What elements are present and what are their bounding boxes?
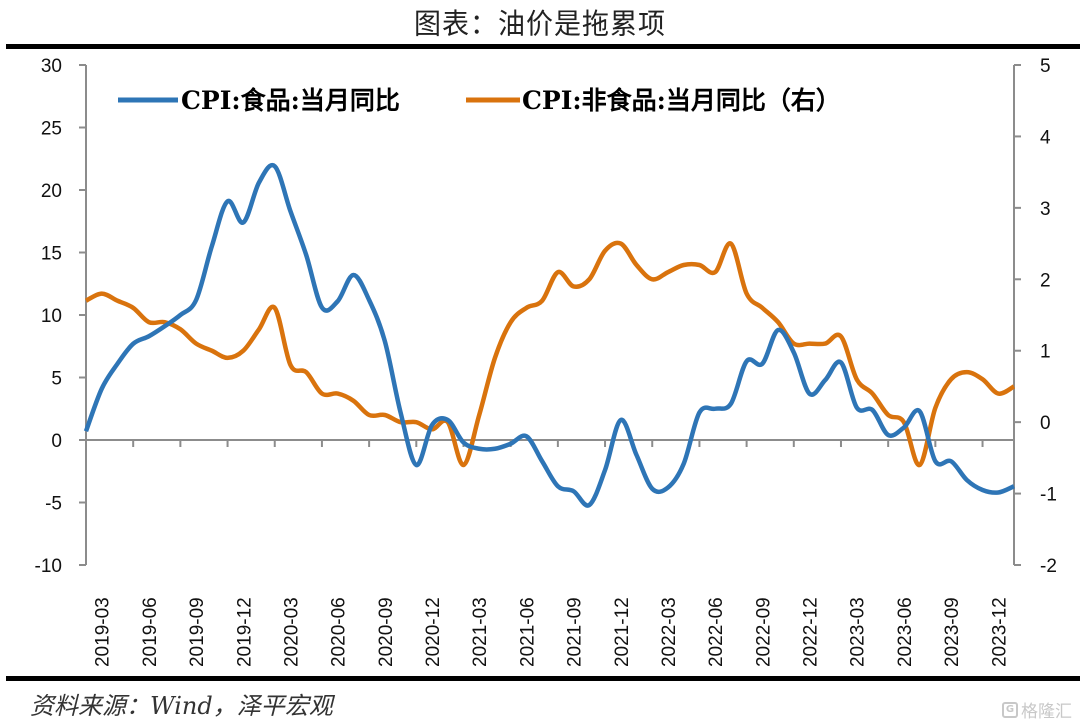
x-tick-label: 2020-06 (329, 597, 350, 667)
right-y-tick-label: -1 (1040, 485, 1057, 506)
x-tick-label: 2019-09 (187, 597, 208, 667)
left-y-tick-label: 20 (41, 181, 62, 202)
left-y-tick-label: 5 (51, 369, 62, 390)
x-tick-label: 2021-09 (565, 597, 586, 667)
x-tick-label: 2022-12 (801, 597, 822, 667)
x-tick-label: 2020-12 (423, 597, 444, 667)
series-lines (83, 162, 1016, 508)
chart-title: 图表：油价是拖累项 (414, 8, 666, 41)
x-tick-label: 2021-03 (470, 597, 491, 667)
x-tick-label: 2022-03 (659, 597, 680, 667)
right-y-tick-label: -2 (1040, 556, 1057, 577)
x-tick-label: 2023-09 (942, 597, 963, 667)
x-tick-label: 2020-09 (376, 597, 397, 667)
left-y-tick-label: 15 (41, 244, 62, 265)
x-tick-label: 2023-12 (989, 597, 1010, 667)
legend-label-food: CPI:食品:当月同比 (181, 86, 400, 115)
right-y-tick-label: 5 (1040, 56, 1051, 77)
source-note: 资料来源：Wind，泽平宏观 (30, 692, 333, 720)
left-y-tick-label: 0 (51, 431, 62, 452)
right-y-tick-label: 1 (1040, 342, 1051, 363)
left-y-tick-label: -5 (45, 494, 62, 515)
x-tick-label: 2019-12 (234, 597, 255, 667)
left-y-tick-label: 30 (41, 56, 62, 77)
x-tick-label: 2020-03 (281, 597, 302, 667)
right-y-tick-label: 4 (1040, 127, 1051, 148)
x-tick-label: 2022-09 (753, 597, 774, 667)
watermark: G 格隆汇 (1002, 697, 1072, 722)
x-tick-label: 2021-12 (612, 597, 633, 667)
x-tick-label: 2022-06 (706, 597, 727, 667)
x-tick-label: 2023-06 (895, 597, 916, 667)
x-tick-label: 2023-03 (848, 597, 869, 667)
legend-label-nonfood: CPI:非食品:当月同比（右） (522, 86, 841, 115)
legend: CPI:食品:当月同比 CPI:非食品:当月同比（右） (118, 86, 841, 115)
x-tick-label: 2021-06 (517, 597, 538, 667)
x-tick-labels: 2019-03 2019-06 2019-09 2019-12 2020-03 2020-… (93, 597, 1011, 667)
x-tick-label: 2019-03 (93, 597, 114, 667)
watermark-logo-icon: G (1002, 701, 1018, 718)
top-divider (6, 44, 1080, 49)
bottom-divider (6, 676, 1080, 681)
watermark-text: 格隆汇 (1021, 702, 1072, 722)
right-y-tick-label: 0 (1040, 413, 1051, 434)
right-y-tick-label: 2 (1040, 270, 1051, 291)
left-y-tick-label: 10 (41, 306, 62, 327)
series-line-food (83, 162, 1015, 508)
x-tick-label: 2019-06 (140, 597, 161, 667)
left-y-tick-label: -10 (35, 556, 62, 577)
left-y-tick-label: 25 (41, 119, 62, 140)
right-y-tick-label: 3 (1040, 199, 1051, 220)
series-line-nonfood (84, 240, 1016, 468)
